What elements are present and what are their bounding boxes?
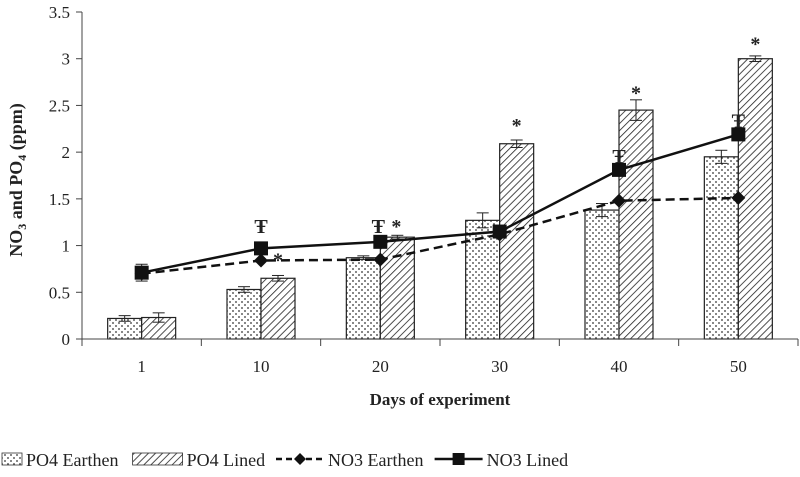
legend-label: NO3 Lined — [487, 450, 568, 470]
y-tick-label: 2 — [62, 143, 71, 162]
marker-square — [492, 224, 507, 239]
legend-marker-square — [452, 453, 465, 465]
y-axis-label: NO3 and PO4 (ppm) — [6, 103, 29, 257]
x-tick-label: 30 — [491, 357, 508, 376]
marker-diamond — [612, 193, 626, 208]
y-tick-label: 3 — [62, 50, 71, 69]
significance-asterisk: * — [631, 82, 641, 104]
y-tick-label: 2.5 — [49, 96, 70, 115]
significance-asterisk: * — [512, 115, 522, 137]
legend-label: PO4 Lined — [187, 450, 266, 470]
marker-diamond — [254, 253, 268, 268]
bar-po4-earthen — [226, 288, 262, 340]
y-tick-label: 1.5 — [49, 190, 70, 209]
y-tick-label: 0 — [62, 330, 71, 349]
significance-dagger: Ŧ — [732, 110, 746, 132]
significance-asterisk: * — [750, 34, 760, 56]
x-tick-label: 50 — [730, 357, 747, 376]
marker-square — [731, 127, 746, 142]
x-tick-label: 40 — [611, 357, 628, 376]
bar-po4-earthen — [584, 209, 620, 340]
line-no3-lined — [141, 133, 739, 274]
bar-po4-earthen — [345, 257, 381, 340]
significance-asterisk: * — [273, 250, 283, 272]
y-tick-label: 0.5 — [49, 283, 70, 302]
significance-dagger: Ŧ — [372, 216, 386, 238]
significance-dagger: Ŧ — [612, 146, 626, 168]
legend-marker-diamond — [294, 453, 306, 465]
bar-po4-earthen — [703, 156, 739, 340]
bar-po4-lined — [499, 143, 535, 340]
legend-label: NO3 Earthen — [328, 450, 423, 470]
marker-diamond — [373, 252, 388, 267]
y-tick-label: 3.5 — [49, 3, 70, 22]
legend-label: PO4 Earthen — [26, 450, 118, 470]
x-axis-label: Days of experiment — [370, 390, 511, 409]
x-tick-label: 10 — [253, 357, 270, 376]
significance-asterisk: * — [391, 216, 401, 238]
svg-text:NO3 and PO4 (ppm): NO3 and PO4 (ppm) — [6, 103, 29, 257]
marker-square — [134, 265, 149, 280]
bar-po4-lined — [260, 277, 296, 340]
marker-square — [373, 234, 388, 249]
legend: PO4 Earthen PO4 Lined NO3 Earthen NO3 Lined — [1, 450, 568, 470]
legend-swatch — [132, 452, 184, 466]
x-tick-label: 20 — [372, 357, 389, 376]
bar-po4-lined — [618, 109, 654, 340]
x-tick-label: 1 — [137, 357, 146, 376]
line-no3-earthen — [141, 196, 739, 275]
legend-swatch — [1, 452, 23, 466]
y-tick-label: 1 — [62, 237, 71, 256]
marker-square — [254, 241, 268, 256]
significance-dagger: Ŧ — [254, 216, 268, 238]
marker-diamond — [731, 190, 746, 205]
marker-square — [612, 162, 626, 177]
